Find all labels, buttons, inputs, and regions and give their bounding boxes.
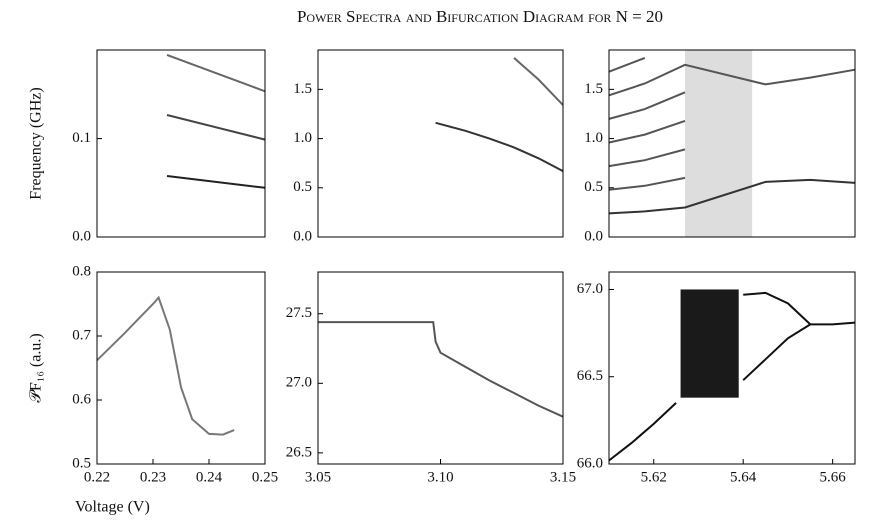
y-tick-label: 66.0 [577,455,603,471]
x-tick-label: 0.24 [196,469,223,485]
data-line [743,291,856,326]
plot-frame [317,271,564,465]
data-line [435,121,564,172]
x-tick-label: 0.22 [84,469,110,485]
data-line [318,321,564,418]
y-tick-label: 27.5 [286,305,312,321]
y-tick-label: 0.0 [72,228,91,244]
data-line [513,57,564,106]
data-line [166,114,266,141]
data-line [742,323,811,381]
data-line [166,53,266,93]
plot-frame [608,49,856,238]
plot-frame [608,271,856,465]
y-tick-label: 0.8 [72,263,91,279]
x-tick-label: 5.64 [730,469,757,485]
y-tick-label: 0.1 [72,130,91,146]
y-tick-label: 66.5 [577,368,603,384]
data-line [608,148,686,168]
y-axis-label: 𝒫F₁₆ (a.u.) [28,333,45,402]
y-axis-label: Frequency (GHz) [28,87,45,199]
x-tick-label: 0.23 [140,469,166,485]
x-tick-label: 0.25 [252,469,278,485]
y-tick-label: 0.6 [72,391,91,407]
y-tick-label: 0.0 [584,228,603,244]
y-tick-label: 1.0 [584,130,603,146]
x-axis-label: Voltage (V) [75,499,150,516]
data-line [166,175,266,189]
y-tick-label: 0.0 [293,228,312,244]
plot-frame [96,271,266,465]
y-tick-label: 1.5 [293,81,312,97]
y-tick-label: 1.0 [293,130,312,146]
data-line [608,91,686,120]
y-tick-label: 26.5 [286,444,312,460]
plot-frame [317,49,564,238]
data-line [608,63,856,97]
y-tick-label: 0.5 [584,179,603,195]
data-line [96,295,235,436]
data-line [608,176,686,191]
x-tick-label: 3.10 [427,469,453,485]
chaotic-band [680,289,739,398]
data-line [608,119,686,144]
y-tick-label: 0.5 [293,179,312,195]
y-tick-label: 27.0 [286,375,312,391]
x-tick-label: 5.62 [641,469,667,485]
y-tick-label: 0.7 [72,327,91,343]
y-tick-label: 0.5 [72,455,91,471]
x-tick-label: 3.15 [550,469,576,485]
data-line [608,178,856,215]
data-line [608,402,677,462]
x-tick-label: 5.66 [820,469,847,485]
figure-title: Power Spectra and Bifurcation Diagram fo… [297,7,663,26]
data-line [608,56,646,73]
chaotic-band [685,50,753,237]
y-tick-label: 1.5 [584,81,603,97]
x-tick-label: 3.05 [305,469,331,485]
y-tick-label: 67.0 [577,281,603,297]
plot-frame [96,49,266,238]
